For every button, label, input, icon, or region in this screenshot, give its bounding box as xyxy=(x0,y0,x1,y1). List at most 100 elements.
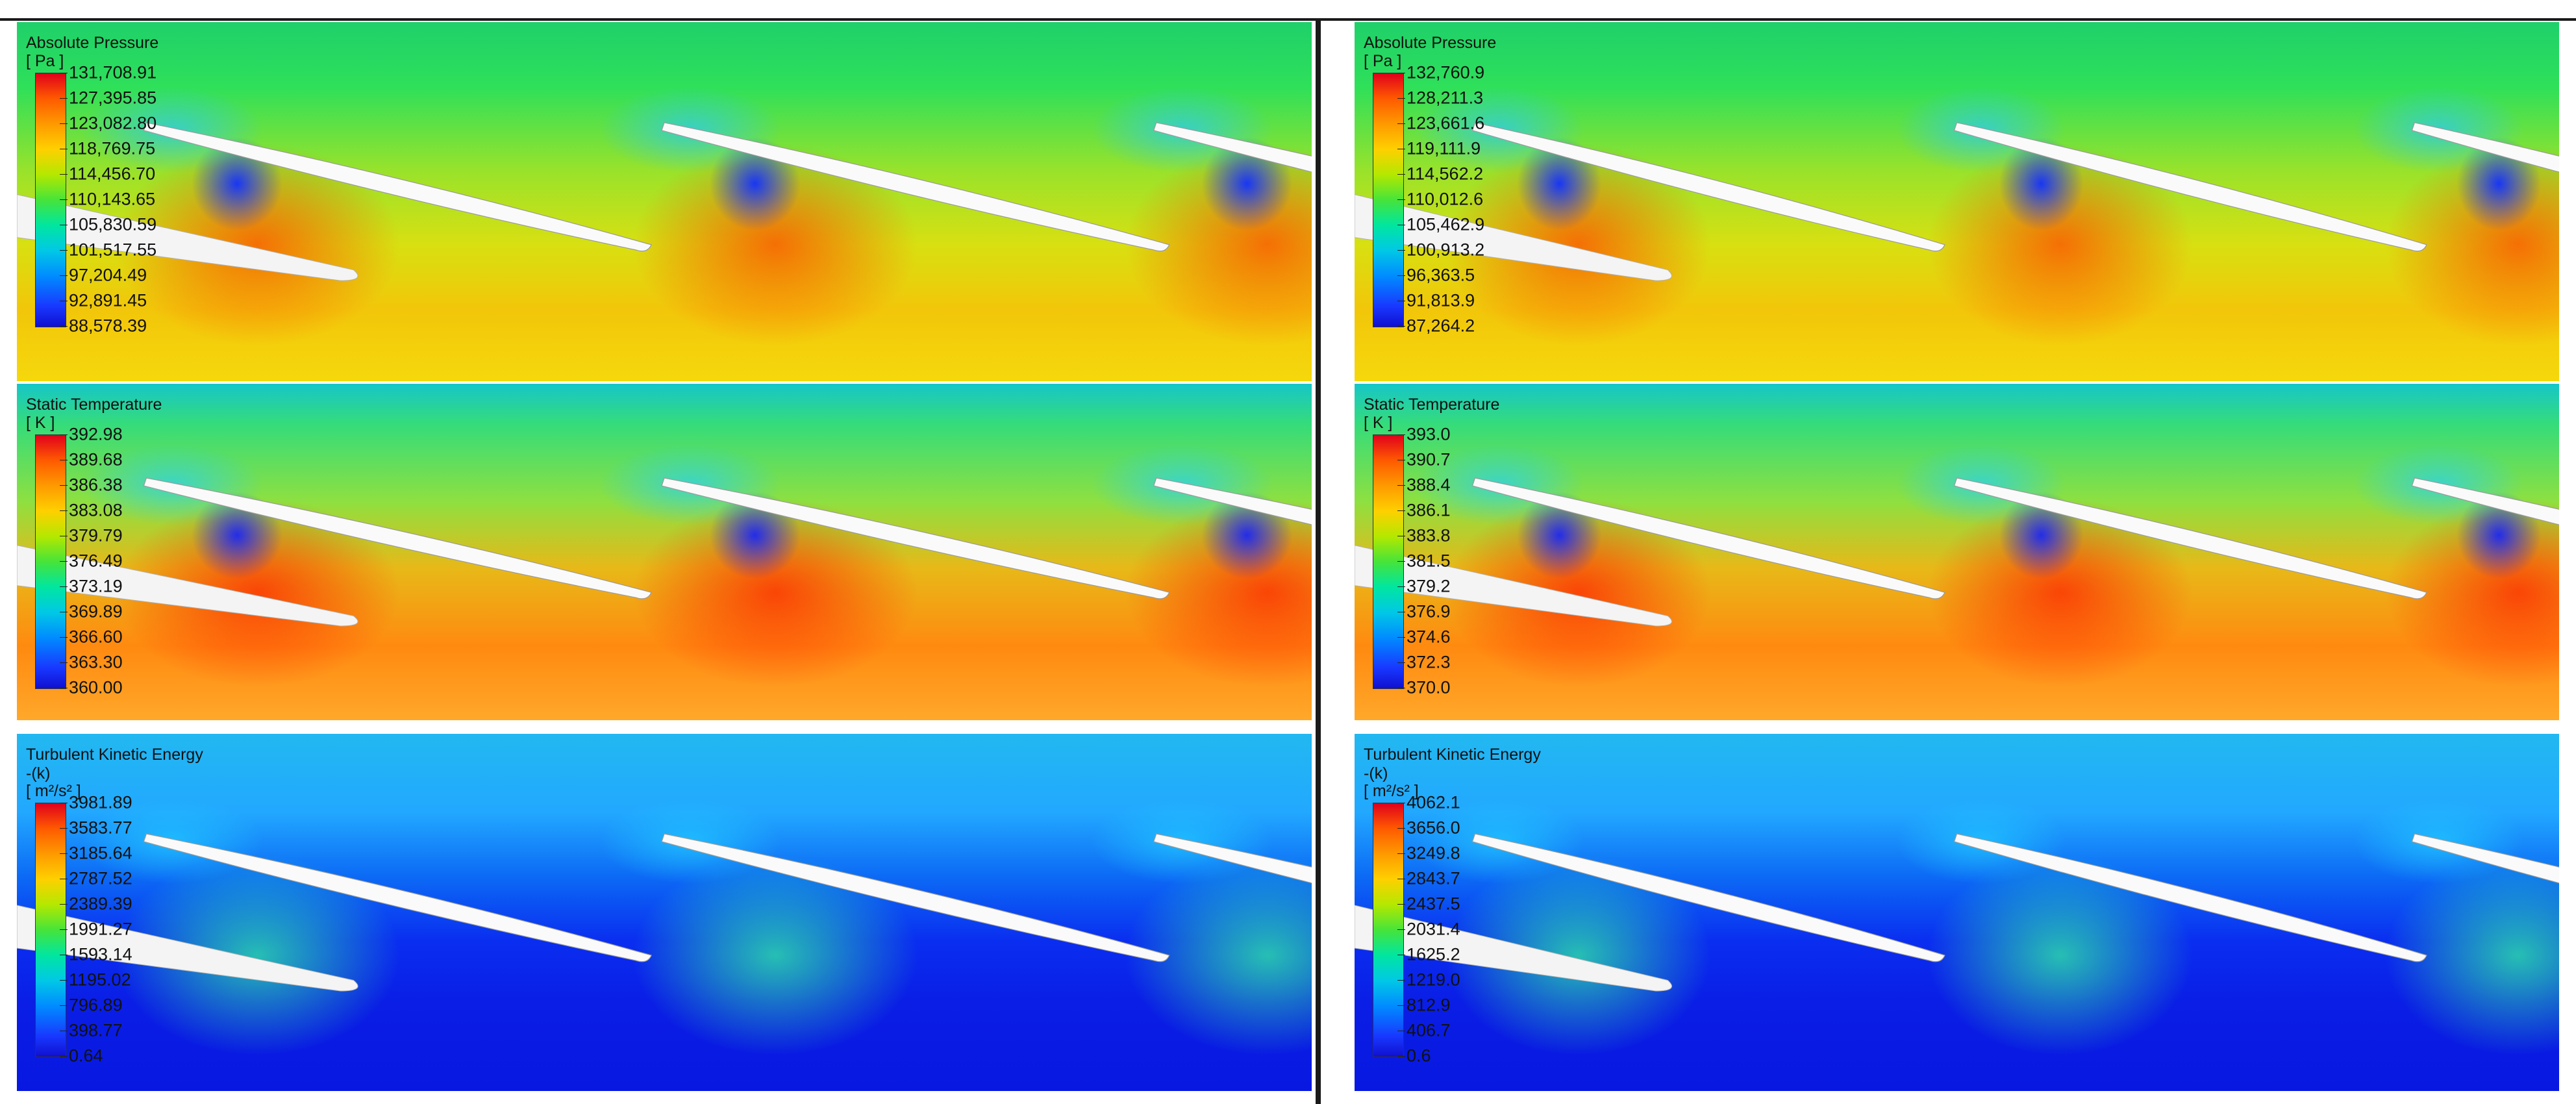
legend-value-label: 379.79 xyxy=(69,525,123,546)
legend-value-label: 3249.8 xyxy=(1407,843,1460,863)
contour-field xyxy=(1355,22,2559,381)
blade-profile xyxy=(2411,477,2559,525)
top-border-line xyxy=(0,18,2576,21)
legend-value-label: 369.89 xyxy=(69,601,123,621)
legend-value-label: 114,456.70 xyxy=(69,164,156,184)
legend-color-bar xyxy=(1373,434,1404,689)
legend-value-label: 101,517.55 xyxy=(69,240,157,260)
legend-value-label: 131,708.91 xyxy=(69,62,157,82)
legend-tick xyxy=(60,828,68,829)
legend-title-text: Turbulent Kinetic Energy xyxy=(26,746,203,764)
contour-panel-tke-left: Turbulent Kinetic Energy -(k)[ m²/s² ] 398… xyxy=(17,734,1312,1091)
legend-tick xyxy=(1397,1005,1405,1006)
legend-value-label: 127,395.85 xyxy=(69,88,157,108)
legend-value-label: 381.5 xyxy=(1407,551,1451,571)
legend-title: Static Temperature xyxy=(1364,395,1499,414)
legend-tick xyxy=(1397,434,1405,435)
legend-value-label: 366.60 xyxy=(69,627,123,647)
legend-tick xyxy=(60,275,68,276)
legend-tick xyxy=(60,586,68,587)
legend-value-label: 2031.4 xyxy=(1407,919,1460,939)
legend-value-label: 3583.77 xyxy=(69,818,132,838)
high-value-region xyxy=(1927,855,2193,1055)
legend-value-label: 3185.64 xyxy=(69,843,132,863)
legend-tick xyxy=(60,250,68,251)
legend-tick xyxy=(60,174,68,175)
partial-blade-profile xyxy=(1355,905,1672,992)
legend-value-label: 388.4 xyxy=(1407,475,1451,495)
blade-profile xyxy=(661,122,1170,252)
legend-value-label: 114,562.2 xyxy=(1407,164,1484,184)
legend-value-label: 373.19 xyxy=(69,576,123,596)
partial-blade-profile xyxy=(17,545,358,627)
legend-title-text: Absolute Pressure xyxy=(1364,34,1497,52)
legend-color-bar xyxy=(1373,803,1404,1057)
legend-unit: [ K ] xyxy=(26,414,55,432)
legend-subtitle: -(k) xyxy=(26,764,51,783)
blade-profile xyxy=(1953,833,2427,962)
blade-profile xyxy=(2411,833,2559,884)
legend-value-label: 2843.7 xyxy=(1407,868,1460,888)
legend-value-label: 92,891.45 xyxy=(69,290,147,310)
high-value-region xyxy=(1927,144,2193,345)
blade-profile xyxy=(1953,122,2427,252)
high-value-region xyxy=(1927,498,2193,687)
legend-value-label: 376.49 xyxy=(69,551,123,571)
partial-blade-profile xyxy=(17,905,358,992)
legend-value-label: 379.2 xyxy=(1407,576,1451,596)
legend-value-label: 0.6 xyxy=(1407,1046,1431,1066)
blade-profile xyxy=(143,122,652,252)
legend-tick xyxy=(1397,662,1405,663)
legend-title: Static Temperature xyxy=(26,395,162,414)
legend-value-label: 4062.1 xyxy=(1407,792,1460,812)
blade-profile xyxy=(1153,122,1312,173)
high-value-region xyxy=(632,498,918,687)
blade-profile xyxy=(1471,833,1945,962)
legend-value-label: 1991.27 xyxy=(69,919,132,939)
legend-title: Turbulent Kinetic Energy -(k) xyxy=(1364,746,1541,783)
contour-panel-tke-right: Turbulent Kinetic Energy -(k)[ m²/s² ] 406… xyxy=(1355,734,2559,1091)
contour-field xyxy=(17,22,1312,381)
legend-value-label: 132,760.9 xyxy=(1407,62,1485,82)
legend-tick xyxy=(60,662,68,663)
legend-tick xyxy=(60,637,68,638)
legend-value-label: 372.3 xyxy=(1407,652,1451,672)
legend-tick xyxy=(60,326,68,327)
legend-title-text: Turbulent Kinetic Energy xyxy=(1364,746,1541,764)
legend-value-label: 123,661.6 xyxy=(1407,113,1485,133)
contour-panel-temperature-left: Static Temperature[ K ] 392.98 389.68 386.3… xyxy=(17,384,1312,720)
legend-value-label: 110,012.6 xyxy=(1407,189,1484,209)
blade-profile xyxy=(2411,122,2559,173)
legend-color-bar xyxy=(35,434,66,689)
legend-value-label: 100,913.2 xyxy=(1407,240,1485,260)
legend-value-label: 1195.02 xyxy=(69,970,131,990)
partial-blade-profile xyxy=(1355,545,1672,627)
legend-value-label: 91,813.9 xyxy=(1407,290,1475,310)
high-value-region xyxy=(1445,855,1711,1055)
contour-field xyxy=(17,384,1312,720)
legend-unit: [ Pa ] xyxy=(1364,52,1402,70)
legend-tick xyxy=(1397,904,1405,905)
legend-value-label: 393.0 xyxy=(1407,424,1451,444)
legend-title: Absolute Pressure xyxy=(26,34,158,53)
legend-tick xyxy=(1397,98,1405,99)
legend-value-label: 386.38 xyxy=(69,475,123,495)
legend-tick xyxy=(60,98,68,99)
legend-title-text: Absolute Pressure xyxy=(26,34,159,52)
legend-value-label: 796.89 xyxy=(69,995,123,1015)
contour-field xyxy=(1355,734,2559,1091)
legend-tick xyxy=(60,929,68,930)
legend-unit: [ K ] xyxy=(1364,414,1393,432)
legend-value-label: 123,082.80 xyxy=(69,113,157,133)
legend-value-label: 374.6 xyxy=(1407,627,1451,647)
legend-value-label: 88,578.39 xyxy=(69,316,147,336)
blade-profile xyxy=(1153,833,1312,884)
legend-tick xyxy=(1397,326,1405,327)
legend-tick xyxy=(60,1056,68,1057)
legend-tick xyxy=(1397,1056,1405,1057)
legend-value-label: 1219.0 xyxy=(1407,970,1460,990)
legend-tick xyxy=(1397,123,1405,124)
legend-tick xyxy=(60,980,68,981)
high-value-region xyxy=(115,855,400,1055)
high-value-region xyxy=(632,144,918,345)
